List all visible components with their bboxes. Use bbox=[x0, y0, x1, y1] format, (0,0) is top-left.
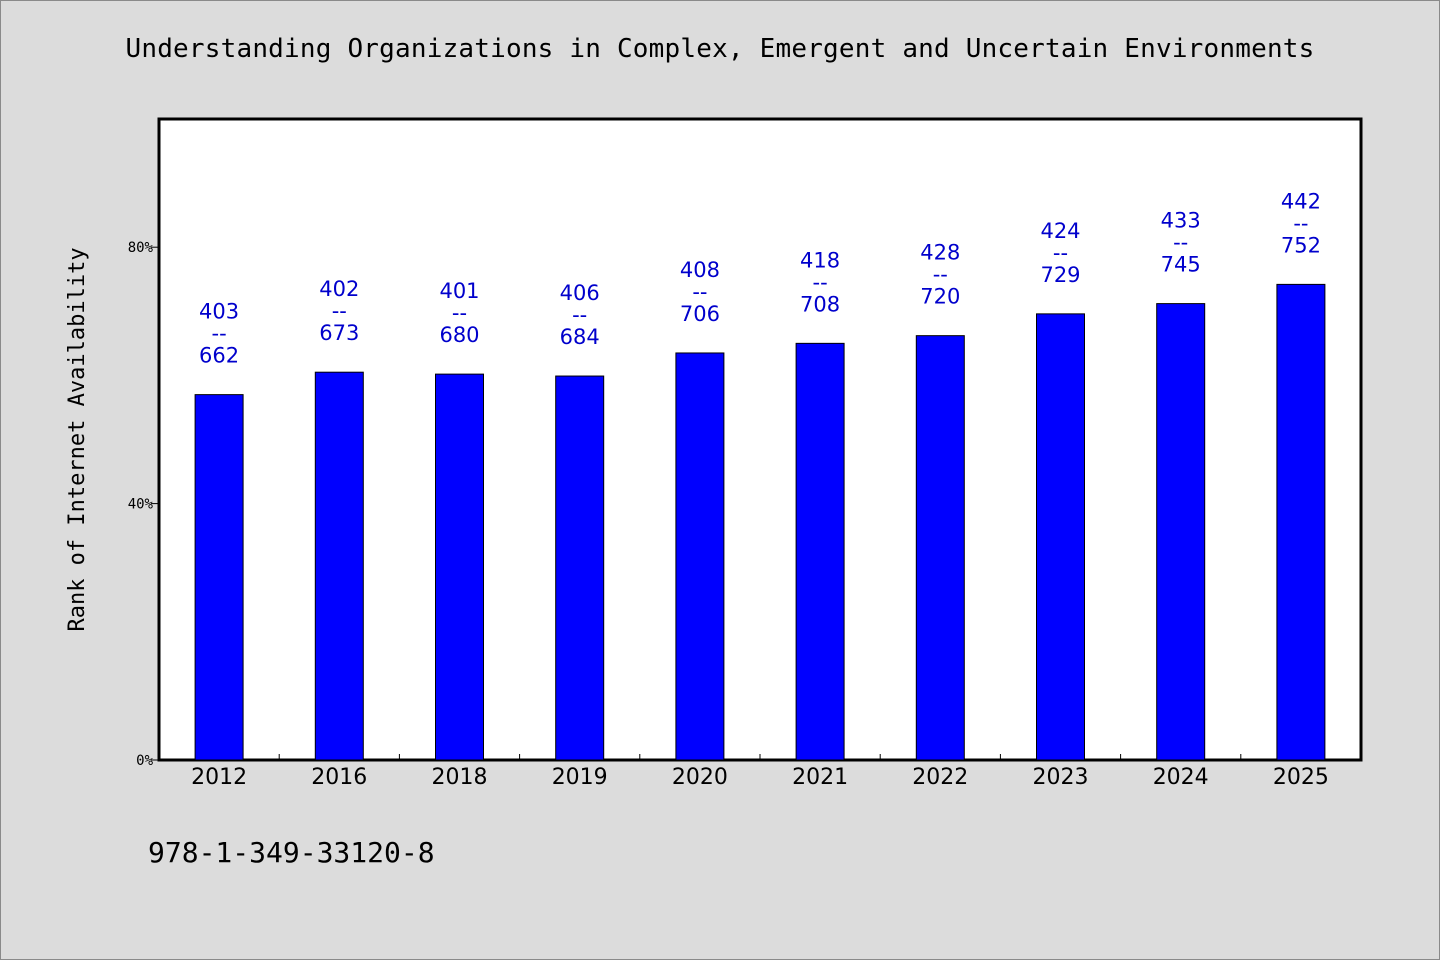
x-tick-label-2021: 2021 bbox=[792, 765, 848, 790]
data-label-2021-line-3: 708 bbox=[800, 292, 840, 316]
data-label-2016-line-2: -- bbox=[332, 299, 347, 323]
bar-2019 bbox=[555, 375, 605, 761]
data-label-2025-line-3: 752 bbox=[1281, 233, 1321, 257]
data-label-2024-line-3: 745 bbox=[1161, 253, 1201, 277]
data-label-2025-line-1: 442 bbox=[1281, 189, 1321, 213]
bar-2021 bbox=[795, 342, 845, 761]
chart-title: Understanding Organizations in Complex, … bbox=[125, 34, 1315, 64]
bar-2012 bbox=[194, 394, 244, 761]
x-tick-label-2012: 2012 bbox=[191, 765, 247, 790]
data-labels-layer: 403--662402--673401--680406--684408--706… bbox=[199, 189, 1321, 367]
data-label-2022-line-1: 428 bbox=[920, 241, 960, 265]
data-label-2024-line-2: -- bbox=[1173, 231, 1188, 255]
bars-layer bbox=[194, 283, 1326, 761]
bar-2024 bbox=[1156, 303, 1206, 761]
y-axis-label: Rank of Internet Availability bbox=[65, 247, 90, 631]
data-label-2020-line-1: 408 bbox=[680, 258, 720, 282]
y-tick-label: 80% bbox=[128, 240, 154, 256]
isbn-text: 978-1-349-33120-8 bbox=[148, 836, 435, 869]
data-label-2020-line-2: -- bbox=[692, 280, 707, 304]
data-label-2018-line-2: -- bbox=[452, 301, 467, 325]
data-label-2022-line-3: 720 bbox=[920, 285, 960, 309]
bar-2023 bbox=[1036, 313, 1085, 761]
x-tick-label-2018: 2018 bbox=[432, 765, 488, 790]
x-tick-label-2020: 2020 bbox=[672, 765, 728, 790]
data-label-2023-line-2: -- bbox=[1053, 241, 1068, 265]
bar-2025 bbox=[1276, 283, 1326, 761]
x-tick-label-2016: 2016 bbox=[311, 765, 367, 790]
data-label-2021-line-2: -- bbox=[813, 270, 828, 294]
x-tick-label-2024: 2024 bbox=[1153, 765, 1209, 790]
bar-2020 bbox=[675, 352, 725, 761]
data-label-2018-line-3: 680 bbox=[439, 323, 479, 347]
data-label-2016-line-1: 402 bbox=[319, 277, 359, 301]
data-label-2012-line-3: 662 bbox=[199, 344, 239, 368]
data-label-2012-line-1: 403 bbox=[199, 300, 239, 324]
axes-layer: 2012 2016 2018 2019 2020 2021 2022 2023 2024 2025… bbox=[128, 240, 1329, 790]
data-label-2023-line-3: 729 bbox=[1040, 263, 1080, 287]
x-tick-label-2019: 2019 bbox=[552, 765, 608, 790]
data-label-2023-line-1: 424 bbox=[1040, 219, 1080, 243]
data-label-2012-line-2: -- bbox=[212, 322, 227, 346]
bar-2022 bbox=[915, 335, 965, 761]
bar-2018 bbox=[435, 373, 484, 761]
data-label-2022-line-2: -- bbox=[933, 263, 948, 287]
data-label-2025-line-2: -- bbox=[1293, 211, 1308, 235]
data-label-2024-line-1: 433 bbox=[1161, 209, 1201, 233]
x-tick-label-2023: 2023 bbox=[1033, 765, 1089, 790]
y-tick-label: 0% bbox=[136, 753, 153, 769]
data-label-2021-line-1: 418 bbox=[800, 248, 840, 272]
x-tick-label-2025: 2025 bbox=[1273, 765, 1329, 790]
y-tick-label: 40% bbox=[128, 497, 154, 513]
data-label-2019-line-3: 684 bbox=[560, 325, 600, 349]
data-label-2016-line-3: 673 bbox=[319, 321, 359, 345]
data-label-2020-line-3: 706 bbox=[680, 302, 720, 326]
bar-2016 bbox=[314, 371, 364, 761]
x-tick-label-2022: 2022 bbox=[912, 765, 968, 790]
data-label-2018-line-1: 401 bbox=[439, 279, 479, 303]
data-label-2019-line-2: -- bbox=[572, 303, 587, 327]
data-label-2019-line-1: 406 bbox=[560, 281, 600, 305]
